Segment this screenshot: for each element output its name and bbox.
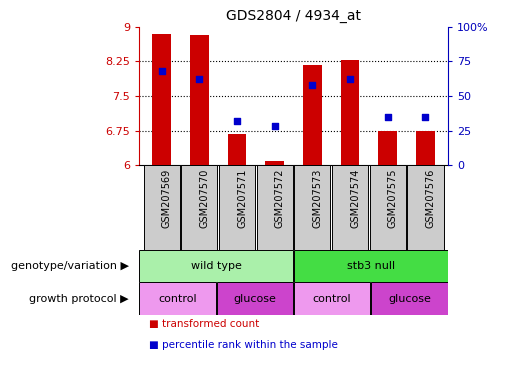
Text: GDS2804 / 4934_at: GDS2804 / 4934_at — [226, 9, 361, 23]
Bar — [256, 165, 293, 250]
Text: GSM207574: GSM207574 — [350, 169, 360, 228]
Text: genotype/variation ▶: genotype/variation ▶ — [11, 261, 129, 271]
Point — [308, 82, 317, 88]
Bar — [219, 165, 255, 250]
Bar — [144, 165, 180, 250]
Text: ■ percentile rank within the sample: ■ percentile rank within the sample — [149, 340, 338, 350]
Point — [158, 68, 166, 74]
Bar — [152, 34, 171, 165]
Text: stb3 null: stb3 null — [347, 261, 395, 271]
Point — [346, 76, 354, 83]
Bar — [303, 65, 322, 165]
Text: growth protocol ▶: growth protocol ▶ — [29, 293, 129, 304]
Bar — [140, 250, 293, 282]
Point — [384, 114, 392, 120]
Text: GSM207572: GSM207572 — [274, 169, 285, 228]
Point — [421, 114, 430, 120]
Bar — [294, 282, 370, 315]
Bar — [217, 282, 293, 315]
Bar — [228, 134, 247, 165]
Bar — [294, 165, 331, 250]
Bar — [140, 282, 216, 315]
Bar — [340, 60, 359, 165]
Point — [195, 76, 203, 83]
Bar — [181, 165, 217, 250]
Text: control: control — [313, 293, 351, 304]
Bar — [265, 161, 284, 165]
Bar — [416, 131, 435, 165]
Bar — [371, 282, 448, 315]
Point — [233, 118, 241, 124]
Text: GSM207570: GSM207570 — [199, 169, 209, 228]
Text: GSM207573: GSM207573 — [313, 169, 322, 228]
Text: ■ transformed count: ■ transformed count — [149, 319, 260, 329]
Bar — [370, 165, 406, 250]
Text: GSM207575: GSM207575 — [388, 169, 398, 228]
Text: wild type: wild type — [191, 261, 242, 271]
Point — [270, 123, 279, 129]
Text: glucose: glucose — [388, 293, 431, 304]
Text: control: control — [159, 293, 197, 304]
Text: GSM207571: GSM207571 — [237, 169, 247, 228]
Bar — [407, 165, 443, 250]
Bar — [294, 250, 448, 282]
Text: glucose: glucose — [233, 293, 277, 304]
Bar — [379, 131, 397, 165]
Text: GSM207569: GSM207569 — [162, 169, 171, 228]
Bar — [190, 35, 209, 165]
Bar — [332, 165, 368, 250]
Text: GSM207576: GSM207576 — [425, 169, 436, 228]
